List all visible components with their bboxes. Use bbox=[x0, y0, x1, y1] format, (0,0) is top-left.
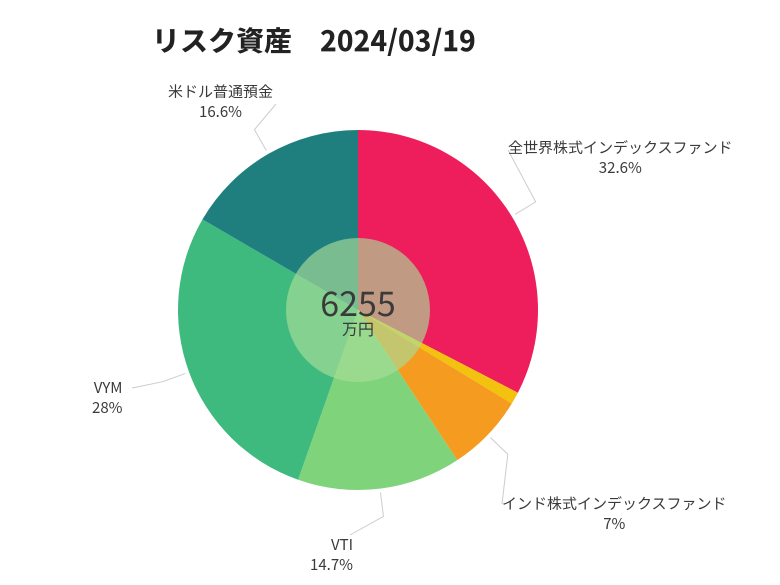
slice-label-name-vym: VYM bbox=[94, 377, 123, 398]
slice-label-vti: VTI14.7% bbox=[310, 535, 353, 576]
slice-label-world-index-fund: 全世界株式インデックスファンド32.6% bbox=[508, 138, 733, 179]
slice-label-pct-vti: 14.7% bbox=[310, 555, 353, 575]
slice-label-pct-world-index-fund: 32.6% bbox=[508, 158, 733, 178]
slice-label-name-vti: VTI bbox=[331, 534, 353, 555]
leader-line-vti bbox=[350, 493, 383, 535]
slice-label-pct-usd-savings: 16.6% bbox=[168, 102, 273, 122]
slice-label-name-usd-savings: 米ドル普通預金 bbox=[168, 81, 273, 102]
leader-line-vym bbox=[132, 373, 185, 388]
slice-label-name-india-index-fund: インド株式インデックスファンド bbox=[502, 493, 727, 514]
slice-label-name-world-index-fund: 全世界株式インデックスファンド bbox=[508, 137, 733, 158]
center-value: 6255 bbox=[320, 284, 395, 320]
slice-label-india-index-fund: インド株式インデックスファンド7% bbox=[502, 494, 727, 535]
slice-label-pct-vym: 28% bbox=[92, 398, 122, 418]
slice-label-vym: VYM28% bbox=[92, 378, 122, 419]
center-total: 6255 万円 bbox=[320, 284, 395, 336]
slice-label-pct-india-index-fund: 7% bbox=[502, 514, 727, 534]
slice-label-usd-savings: 米ドル普通預金16.6% bbox=[168, 82, 273, 123]
